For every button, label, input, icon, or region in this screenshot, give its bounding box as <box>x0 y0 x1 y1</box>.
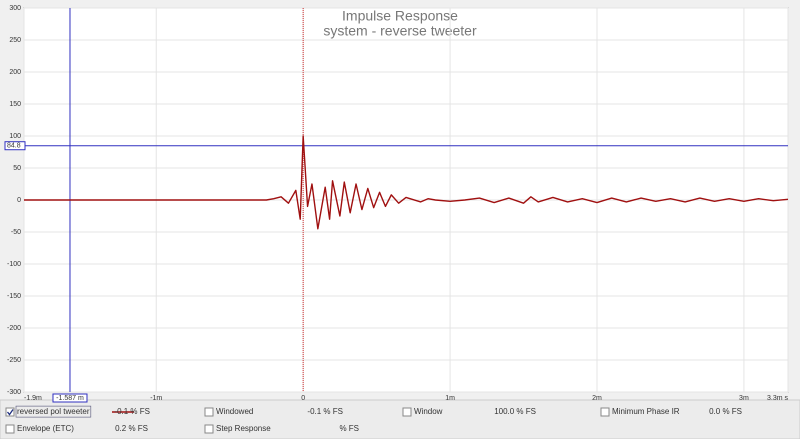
y-tick-label: -100 <box>7 261 21 268</box>
y-tick-label: -200 <box>7 325 21 332</box>
readout: -0.1 % FS <box>307 407 343 416</box>
readout: -0.1 % FS <box>114 407 150 416</box>
y-tick-label: 300 <box>9 5 21 12</box>
check-mark <box>6 409 14 416</box>
checkbox[interactable] <box>600 407 610 417</box>
control-label[interactable]: reversed pol tweeter <box>17 407 90 416</box>
cursor-y-label: 84.8 <box>7 143 21 150</box>
control-label[interactable]: Windowed <box>216 407 253 416</box>
y-tick-label: 150 <box>9 101 21 108</box>
chart-subtitle: system - reverse tweeter <box>323 23 477 39</box>
y-tick-label: -50 <box>11 229 21 236</box>
control-label[interactable]: Step Response <box>216 424 271 433</box>
cursor-x-label: -1.587 m <box>56 395 84 402</box>
x-tick-label: 2m <box>592 395 602 402</box>
readout: % FS <box>339 424 359 433</box>
y-tick-label: -150 <box>7 293 21 300</box>
cursor-y-box <box>4 141 26 151</box>
checkbox[interactable] <box>402 407 412 417</box>
y-tick-label: -250 <box>7 357 21 364</box>
y-tick-label: -300 <box>7 389 21 396</box>
ir-line <box>24 135 789 230</box>
y-tick-label: 100 <box>9 133 21 140</box>
readout: 100.0 % FS <box>494 407 536 416</box>
x-tick-label: 3.3m s <box>767 395 789 402</box>
cursor-x-box <box>52 393 88 403</box>
readout: 0.0 % FS <box>709 407 742 416</box>
control-label[interactable]: Envelope (ETC) <box>17 424 74 433</box>
checkbox[interactable] <box>5 407 15 417</box>
control-panel <box>0 399 800 439</box>
focus-box <box>15 405 92 418</box>
x-tick-label: 1m <box>445 395 455 402</box>
y-tick-label: 200 <box>9 69 21 76</box>
control-label[interactable]: Minimum Phase IR <box>612 407 680 416</box>
y-tick-label: 250 <box>9 37 21 44</box>
chart-title: Impulse Response <box>342 8 458 24</box>
readout: 0.2 % FS <box>115 424 148 433</box>
x-tick-label: 3m <box>739 395 749 402</box>
y-tick-label: 50 <box>13 165 21 172</box>
checkbox[interactable] <box>204 407 214 417</box>
control-label[interactable]: Window <box>414 407 443 416</box>
checkbox[interactable] <box>204 424 214 434</box>
x-tick-label: -1.9m <box>24 395 42 402</box>
y-tick-label: 0 <box>17 197 21 204</box>
x-tick-label: -1m <box>150 395 162 402</box>
x-tick-label: 0 <box>301 395 305 402</box>
checkbox[interactable] <box>5 424 15 434</box>
